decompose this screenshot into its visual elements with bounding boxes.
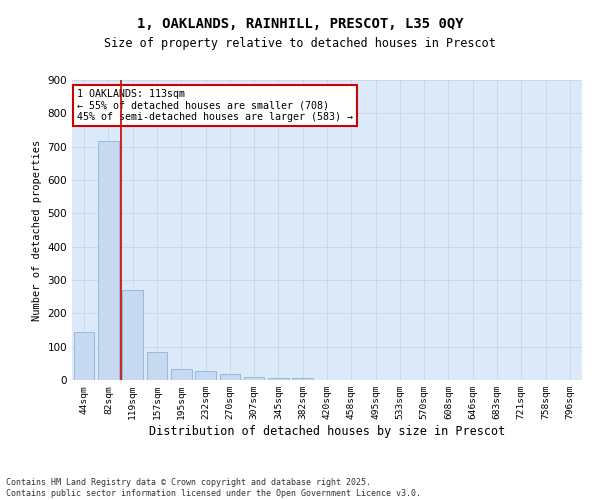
Bar — [146, 352, 167, 380]
Text: 1 OAKLANDS: 113sqm
← 55% of detached houses are smaller (708)
45% of semi-detach: 1 OAKLANDS: 113sqm ← 55% of detached hou… — [77, 89, 353, 122]
Bar — [195, 370, 216, 380]
Text: 1, OAKLANDS, RAINHILL, PRESCOT, L35 0QY: 1, OAKLANDS, RAINHILL, PRESCOT, L35 0QY — [137, 18, 463, 32]
Bar — [171, 370, 191, 380]
Bar — [74, 332, 94, 380]
Text: Contains HM Land Registry data © Crown copyright and database right 2025.
Contai: Contains HM Land Registry data © Crown c… — [6, 478, 421, 498]
Text: Size of property relative to detached houses in Prescot: Size of property relative to detached ho… — [104, 38, 496, 51]
Bar — [268, 378, 289, 380]
Bar — [220, 374, 240, 380]
Bar — [292, 378, 313, 380]
Bar — [122, 290, 143, 380]
X-axis label: Distribution of detached houses by size in Prescot: Distribution of detached houses by size … — [149, 425, 505, 438]
Bar — [244, 376, 265, 380]
Bar — [98, 142, 119, 380]
Y-axis label: Number of detached properties: Number of detached properties — [32, 140, 42, 320]
